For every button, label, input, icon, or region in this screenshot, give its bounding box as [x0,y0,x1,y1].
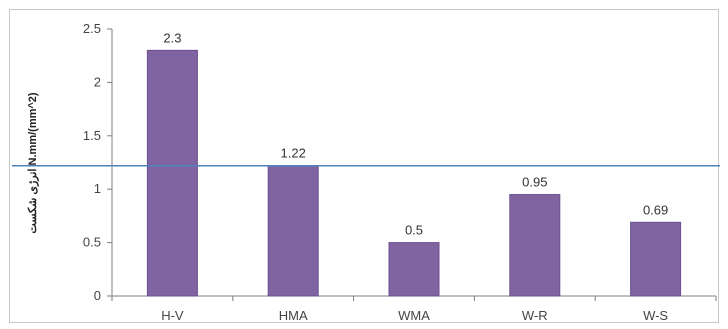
y-tick-label: 0 [94,288,101,303]
data-label: 0.69 [643,202,668,217]
y-tick-label: 1.5 [83,128,101,143]
y-tick-label: 0.5 [83,235,101,250]
x-category-label: W-S [643,308,668,323]
bar-wma [388,242,440,297]
bar-hma [267,165,319,297]
x-category-label: WMA [398,308,430,323]
data-labels: 2.3 1.22 0.5 0.95 0.69 [163,30,668,237]
data-label: 0.5 [405,223,423,238]
x-category-label: H-V [161,308,184,323]
data-label: 0.95 [522,175,547,190]
y-tick-label: 2 [94,74,101,89]
y-axis-title: انرژی شکست N.mm/(mm^2) [27,92,39,234]
bar-h-v [146,49,198,297]
bar-w-s [630,221,682,297]
bars [146,49,682,297]
data-label: 2.3 [163,30,181,45]
x-axis: H-V HMA WMA W-R W-S [111,295,717,323]
data-label: 1.22 [281,146,306,161]
y-axis: 0 0.5 1 1.5 2 2.5 [83,21,113,303]
y-tick-label: 1 [94,181,101,196]
bar-w-r [509,194,561,297]
y-tick-label: 2.5 [83,21,101,36]
x-category-label: W-R [522,308,548,323]
x-category-label: HMA [279,308,308,323]
